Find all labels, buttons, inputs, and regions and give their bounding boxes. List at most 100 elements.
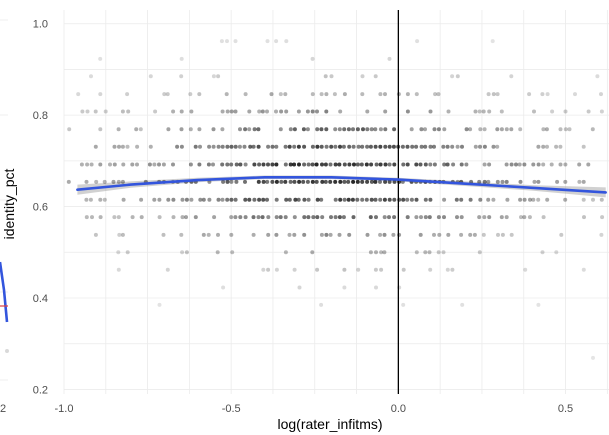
data-point: [387, 56, 392, 61]
data-point: [111, 179, 116, 184]
data-point: [311, 215, 316, 220]
data-point: [523, 267, 528, 272]
data-point: [342, 267, 347, 272]
data-point: [319, 197, 324, 202]
data-point: [188, 92, 193, 97]
data-point: [392, 197, 397, 202]
data-point: [369, 127, 374, 132]
data-point: [84, 197, 89, 202]
data-point: [383, 162, 388, 167]
data-point: [220, 144, 225, 149]
data-point: [292, 162, 297, 167]
data-point: [147, 162, 152, 167]
data-point: [184, 250, 189, 255]
data-point: [337, 215, 342, 220]
data-point: [418, 162, 423, 167]
data-point: [405, 109, 410, 114]
data-point: [225, 179, 230, 184]
data-point: [179, 127, 184, 132]
data-point: [233, 39, 238, 44]
data-point: [414, 92, 419, 97]
data-point: [401, 162, 406, 167]
data-point: [432, 232, 436, 237]
data-point: [297, 285, 302, 290]
data-point: [292, 127, 297, 132]
remnant-tick-label: 2: [0, 403, 6, 415]
data-point: [341, 215, 346, 220]
data-point: [559, 232, 564, 237]
data-point: [279, 109, 284, 114]
data-point: [532, 179, 537, 184]
data-point: [116, 250, 121, 255]
data-point: [261, 267, 266, 272]
data-point: [387, 215, 391, 220]
data-point: [382, 232, 387, 237]
data-point: [247, 197, 252, 202]
y-tick-label: 0.2: [33, 384, 48, 396]
data-point: [216, 197, 221, 202]
data-point: [518, 197, 523, 202]
data-point: [323, 162, 328, 167]
data-point: [428, 197, 433, 202]
data-point: [486, 197, 491, 202]
data-point: [369, 197, 374, 202]
data-point: [320, 215, 325, 220]
data-point: [220, 162, 225, 167]
data-point: [382, 197, 387, 202]
data-point: [423, 250, 428, 255]
data-point: [360, 74, 365, 79]
data-point: [166, 127, 171, 132]
data-point: [180, 197, 185, 202]
data-point: [89, 74, 93, 79]
data-point: [179, 56, 184, 61]
data-point: [536, 144, 541, 149]
data-point: [266, 162, 270, 167]
data-point: [374, 215, 378, 220]
data-point: [274, 179, 279, 184]
data-point: [436, 215, 441, 220]
data-point: [459, 232, 464, 237]
data-point: [415, 39, 420, 44]
data-point: [319, 302, 324, 307]
confidence-band: [77, 175, 606, 198]
data-point: [152, 197, 157, 202]
data-point: [379, 250, 384, 255]
data-point: [577, 179, 582, 184]
data-point: [397, 232, 402, 237]
data-point: [522, 162, 527, 167]
data-point: [319, 92, 324, 97]
data-point: [599, 232, 604, 237]
data-point: [558, 162, 563, 167]
data-point: [382, 215, 387, 220]
data-point: [251, 232, 256, 237]
data-point: [116, 179, 121, 184]
data-point: [247, 127, 252, 132]
data-point: [442, 197, 447, 202]
data-point: [504, 127, 509, 132]
data-point: [427, 250, 432, 255]
data-point: [365, 232, 370, 237]
data-point: [120, 109, 125, 114]
data-point: [495, 179, 500, 184]
data-point: [433, 92, 438, 97]
data-point: [482, 179, 487, 184]
data-point: [323, 179, 328, 184]
data-point: [500, 179, 505, 184]
data-point: [171, 162, 175, 167]
data-point: [577, 162, 582, 167]
data-point: [337, 162, 342, 167]
data-point: [563, 127, 568, 132]
data-point: [442, 162, 447, 167]
data-point: [338, 109, 343, 114]
data-point: [324, 144, 329, 149]
data-point: [238, 127, 242, 132]
data-point: [369, 162, 374, 167]
data-point: [229, 179, 234, 184]
data-point: [229, 162, 234, 167]
data-point: [522, 215, 527, 220]
data-point: [193, 215, 198, 220]
y-tick-label: 1.0: [33, 19, 48, 31]
data-point: [455, 215, 459, 220]
data-point: [450, 267, 455, 272]
data-point: [563, 197, 568, 202]
